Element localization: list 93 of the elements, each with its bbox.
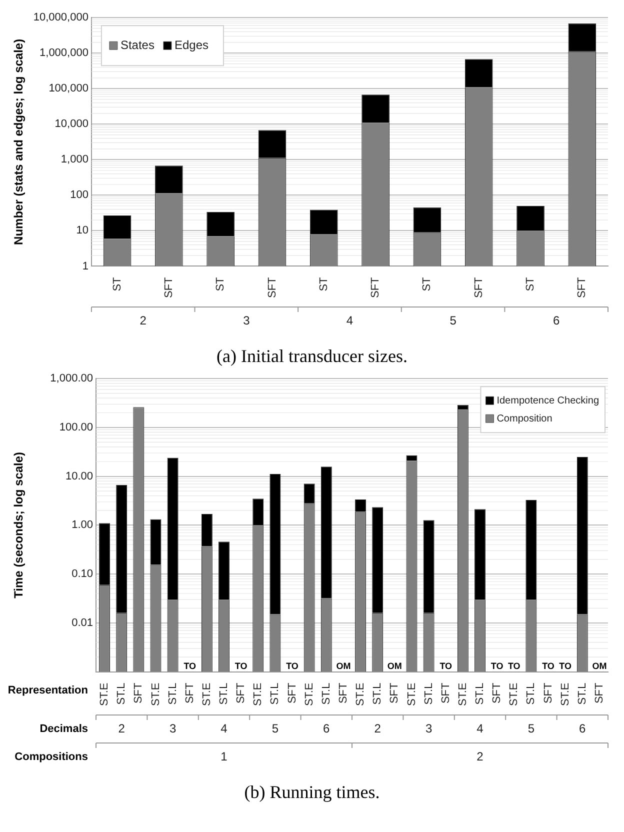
x-tick-label: ST [214, 276, 227, 292]
x-tick-label: ST [111, 276, 124, 292]
x-tick-label: ST.E [406, 682, 418, 706]
x-tick-label: ST.E [200, 682, 213, 706]
x-tick-label: SFT [235, 682, 248, 704]
x-tick-label: ST.E [150, 682, 162, 706]
y-tick-label: 100 [70, 189, 88, 202]
text: 4 [346, 313, 354, 328]
text: TO [184, 660, 196, 671]
x-tick-label: SFT [132, 682, 145, 704]
x-tick-label: SFT [491, 682, 504, 704]
text: 2 [476, 749, 484, 764]
x-tick-label: SFT [338, 682, 350, 704]
x-tick-label: SFT [388, 682, 401, 704]
text: 5 [528, 721, 535, 736]
y-tick-label: 0.01 [72, 616, 93, 629]
x-tick-label: ST.E [252, 682, 264, 706]
text: (b) Running times. [243, 781, 381, 804]
y-tick-label: 10 [76, 224, 88, 237]
x-tick-label: ST.L [576, 682, 588, 705]
x-tick-label: ST.E [559, 682, 572, 706]
y-tick-label: 100,000 [48, 82, 88, 95]
x-tick-label: SFT [576, 276, 588, 298]
text: 6 [553, 313, 560, 328]
x-tick-label: SFT [440, 682, 452, 704]
text: 1 [220, 749, 228, 764]
x-tick-label: ST.L [320, 682, 332, 705]
text: TO [542, 660, 554, 671]
y-tick-label: 1,000,000 [40, 47, 88, 60]
text: Compositions [14, 751, 88, 764]
text: TO [286, 660, 298, 671]
text: 2 [118, 721, 126, 736]
x-tick-label: ST.L [269, 682, 282, 705]
x-tick-label: SFT [370, 276, 382, 298]
y-tick-label: 10,000 [54, 118, 88, 130]
text: TO [490, 660, 504, 671]
text: Representation [8, 684, 88, 696]
text: OM [336, 660, 351, 671]
legend-label: Edges [174, 38, 209, 52]
y-tick-label: 0.10 [72, 568, 93, 580]
x-tick-label: ST.E [456, 682, 469, 706]
y-axis-title: Number (stats and edges; log scale) [12, 38, 26, 245]
x-tick-label: ST.E [303, 682, 316, 706]
text: 5 [272, 721, 279, 736]
x-tick-label: ST.E [354, 682, 367, 706]
x-tick-label: ST [524, 276, 537, 292]
y-tick-label: 10,000,000 [33, 12, 88, 24]
text: TO [234, 660, 248, 671]
x-tick-label: SFT [594, 682, 606, 704]
text: 2 [374, 721, 382, 736]
x-tick-label: SFT [472, 276, 485, 298]
text: 3 [243, 313, 250, 328]
text: 6 [323, 721, 330, 736]
x-tick-label: SFT [286, 682, 298, 704]
x-tick-label: ST.L [525, 682, 538, 705]
x-tick-label: ST.L [422, 682, 435, 705]
text: 2 [140, 313, 147, 328]
text: TO [559, 660, 572, 671]
x-tick-label: ST [318, 276, 330, 292]
x-tick-label: ST.L [474, 682, 486, 705]
text: (a) Initial transducer sizes. [216, 345, 408, 368]
y-tick-label: 10.00 [65, 470, 93, 482]
x-tick-label: ST.L [218, 682, 230, 705]
text: TO [440, 660, 452, 671]
text: OM [592, 660, 607, 671]
x-tick-label: ST.E [98, 682, 111, 706]
text: 4 [220, 721, 228, 736]
x-tick-label: ST.E [508, 682, 520, 706]
text: Decimals [40, 723, 88, 736]
y-tick-label: 1 [82, 260, 88, 272]
x-tick-label: ST.L [116, 682, 128, 705]
legend-label: States [120, 38, 154, 52]
x-tick-label: ST.L [372, 682, 384, 705]
x-tick-label: SFT [542, 682, 554, 704]
x-tick-label: SFT [184, 682, 196, 704]
y-tick-label: 100.00 [59, 421, 93, 434]
x-tick-label: ST [421, 276, 434, 292]
text: 5 [450, 313, 457, 328]
y-tick-label: 1,000.00 [50, 372, 93, 385]
y-axis-title: Time (seconds; log scale) [12, 452, 26, 598]
legend-label: Idempotence Checking [496, 395, 600, 406]
x-tick-label: SFT [266, 276, 278, 298]
text: 3 [169, 721, 176, 736]
x-tick-label: ST.L [166, 682, 179, 705]
text: OM [387, 660, 402, 671]
text: 6 [579, 721, 586, 736]
text: TO [508, 660, 520, 671]
x-tick-label: SFT [162, 276, 175, 298]
y-tick-label: 1,000 [60, 154, 88, 166]
y-tick-label: 1.00 [72, 519, 93, 532]
text: 4 [476, 721, 484, 736]
legend-label: Composition [496, 413, 552, 424]
text: 3 [425, 721, 432, 736]
